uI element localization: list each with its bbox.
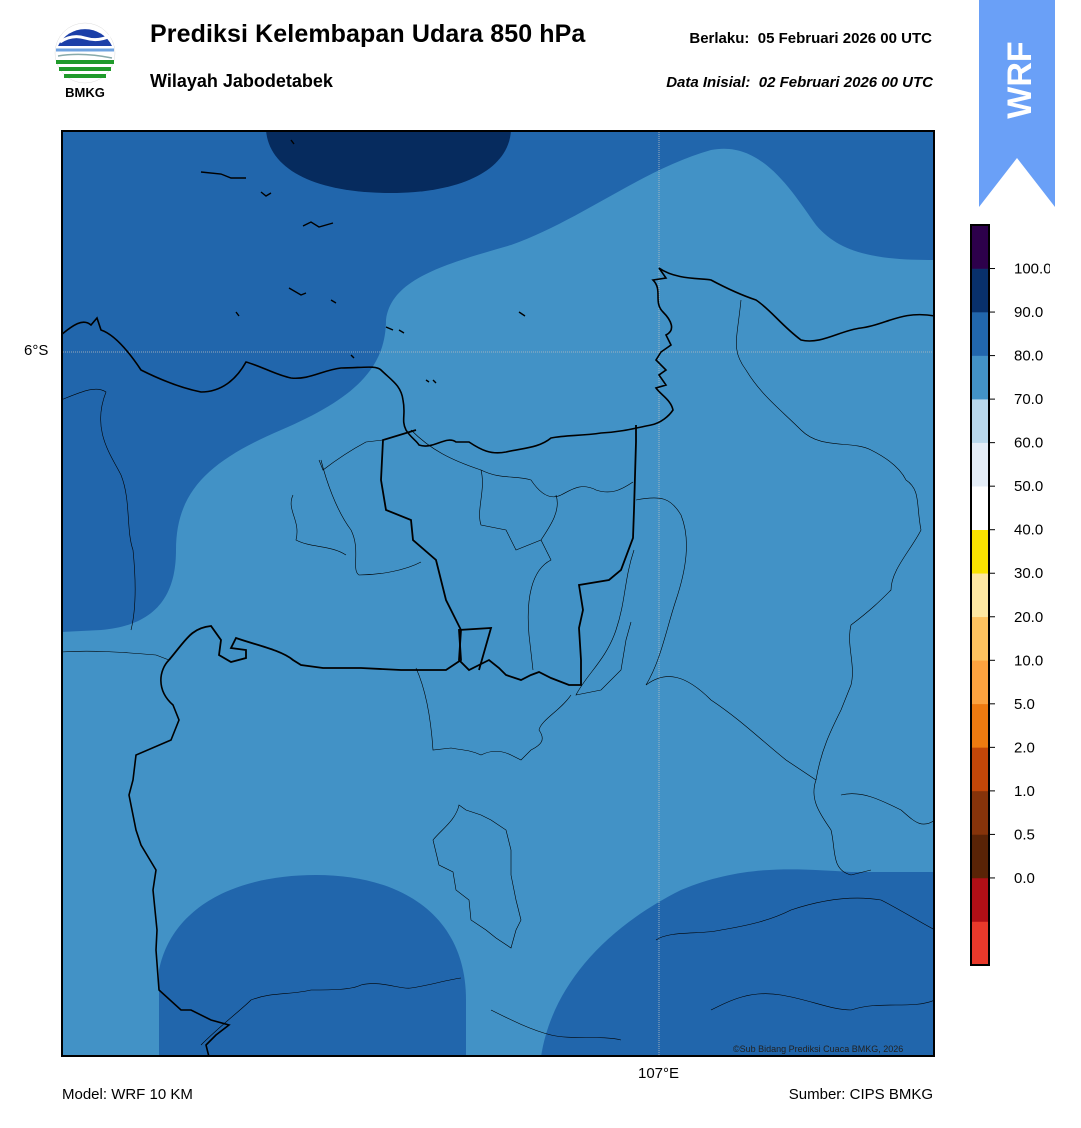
colorbar-tick-label: 0.5 (1014, 826, 1035, 843)
colorbar-tick-label: 5.0 (1014, 696, 1035, 713)
source-label: Sumber: CIPS BMKG (788, 1086, 933, 1103)
colorbar-swatch (971, 877, 989, 922)
model-label: Model: WRF 10 KM (62, 1086, 193, 1103)
humidity-band-90-100-north (266, 130, 511, 193)
colorbar-swatch (971, 790, 989, 835)
west-border (128, 659, 231, 1057)
colorbar-tick-label: 2.0 (1014, 739, 1035, 756)
initial-time: Data Inisial: 02 Februari 2026 00 UTC (666, 74, 933, 91)
regency-border (168, 625, 493, 671)
colorbar-swatch (971, 268, 989, 313)
humidity-band-80-90-southeast (541, 869, 935, 1057)
coastline (61, 267, 935, 454)
wrf-badge-text: WRF (1001, 41, 1039, 118)
colorbar-swatch (971, 529, 989, 574)
colorbar-tick-label: 20.0 (1014, 609, 1043, 626)
colorbar-swatch (971, 703, 989, 748)
colorbar-swatch (971, 312, 989, 356)
colorbar-tick-label: 1.0 (1014, 783, 1035, 800)
valid-label: Berlaku: (689, 30, 750, 47)
colorbar-swatch (971, 442, 989, 487)
colorbar-tick-label: 60.0 (1014, 435, 1043, 452)
colorbar-swatch (971, 834, 989, 879)
bmkg-logo (54, 22, 116, 84)
copyright-text: ©Sub Bidang Prediksi Cuaca BMKG, 2026 (733, 1044, 903, 1054)
colorbar-ticks: 100.0 90.0 80.0 70.0 60.0 50.0 40.0 30.0 20.0 10.… (989, 261, 1050, 887)
logo-text: BMKG (65, 85, 105, 100)
district-borders (61, 299, 935, 1046)
colorbar-tick-label: 40.0 (1014, 522, 1043, 539)
colorbar-swatch (971, 616, 989, 661)
colorbar-swatch (971, 573, 989, 618)
humidity-band-80-90-north (61, 130, 935, 632)
colorbar-swatch (971, 747, 989, 792)
colorbar-tick-label: 10.0 (1014, 652, 1043, 669)
colorbar-tick-label: 100.0 (1014, 261, 1050, 278)
colorbar-tick-label: 90.0 (1014, 304, 1043, 321)
colorbar-tick-label: 70.0 (1014, 391, 1043, 408)
lon-label: 107°E (638, 1065, 680, 1082)
initial-label: Data Inisial: (666, 74, 751, 91)
humidity-band-80-90-southwest (159, 875, 466, 1057)
colorbar-swatch (971, 399, 989, 443)
humidity-map: ©Sub Bidang Prediksi Cuaca BMKG, 2026 (61, 130, 935, 1057)
colorbar-swatch (971, 225, 989, 269)
wrf-badge: WRF (979, 0, 1055, 207)
initial-value: 02 Februari 2026 00 UTC (758, 74, 933, 91)
islands (200, 139, 526, 384)
colorbar-tick-label: 80.0 (1014, 348, 1043, 365)
valid-time: Berlaku: 05 Februari 2026 00 UTC (689, 30, 932, 47)
colorbar-tick-label: 0.0 (1014, 870, 1035, 887)
colorbar-swatch (971, 355, 989, 400)
map-title: Prediksi Kelembapan Udara 850 hPa (150, 20, 586, 48)
colorbar-swatches (971, 225, 989, 966)
map-frame (61, 130, 935, 1057)
colorbar-swatch (971, 921, 989, 966)
province-border (380, 425, 637, 686)
lat-label: 6°S (24, 342, 49, 359)
colorbar-swatch (971, 486, 989, 531)
region-subtitle: Wilayah Jabodetabek (150, 71, 333, 91)
colorbar-swatch (971, 660, 989, 705)
colorbar-frame (970, 224, 990, 966)
colorbar-tick-label: 50.0 (1014, 478, 1043, 495)
colorbar-tick-label: 30.0 (1014, 565, 1043, 582)
colorbar: 100.0 90.0 80.0 70.0 60.0 50.0 40.0 30.0 20.0 10.… (970, 224, 1050, 966)
valid-value: 05 Februari 2026 00 UTC (757, 30, 932, 47)
